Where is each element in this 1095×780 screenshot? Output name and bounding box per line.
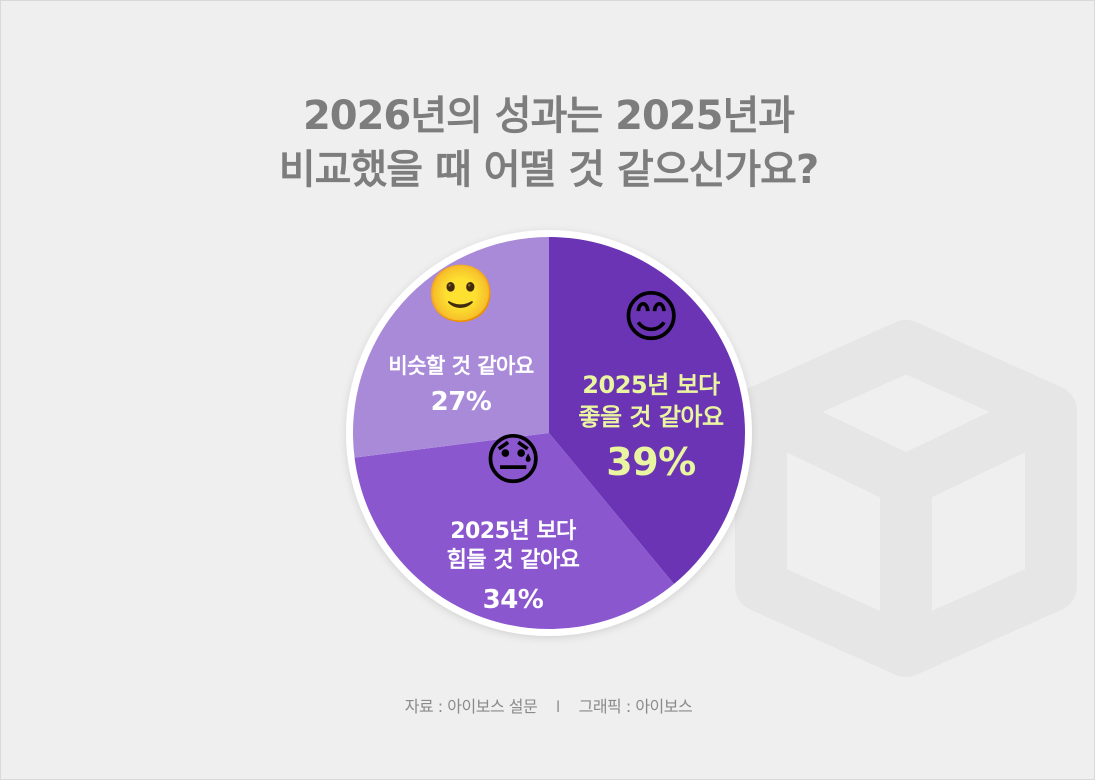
source-text: 자료 : 아이보스 설문: [404, 697, 538, 716]
slice-percent-3: 27%: [431, 387, 492, 417]
slice-label-2-line-1: 2025년 보다: [450, 519, 577, 544]
slice-label-1-line-1: 2025년 보다: [582, 371, 720, 399]
pie-slice-2: [354, 433, 674, 629]
graphic-credit-text: 그래픽 : 아이보스: [578, 697, 693, 716]
slice-percent-2: 34%: [483, 585, 544, 615]
source-caption: 자료 : 아이보스 설문 I 그래픽 : 아이보스: [1, 693, 1094, 717]
pie-slice-3: [353, 237, 549, 458]
caption-separator: I: [555, 697, 561, 716]
chart-title-line-1: 2026년의 성과는 2025년과: [302, 93, 795, 139]
slightly-smiling-face-icon: 🙂: [426, 262, 495, 327]
slice-label-2-line-2: 힘들 것 같아요: [447, 548, 580, 573]
smiling-face-icon: 😊: [622, 285, 680, 350]
slice-label-1-line-2: 좋을 것 같아요: [578, 403, 724, 431]
slice-percent-1: 39%: [606, 440, 695, 484]
downcast-sweat-face-icon: 😓: [484, 428, 542, 493]
pie-slice-1: [549, 237, 745, 585]
chart-title-line-2: 비교했을 때 어떨 것 같으신가요?: [278, 147, 819, 193]
slice-label-3-line-1: 비슷할 것 같아요: [388, 354, 534, 378]
